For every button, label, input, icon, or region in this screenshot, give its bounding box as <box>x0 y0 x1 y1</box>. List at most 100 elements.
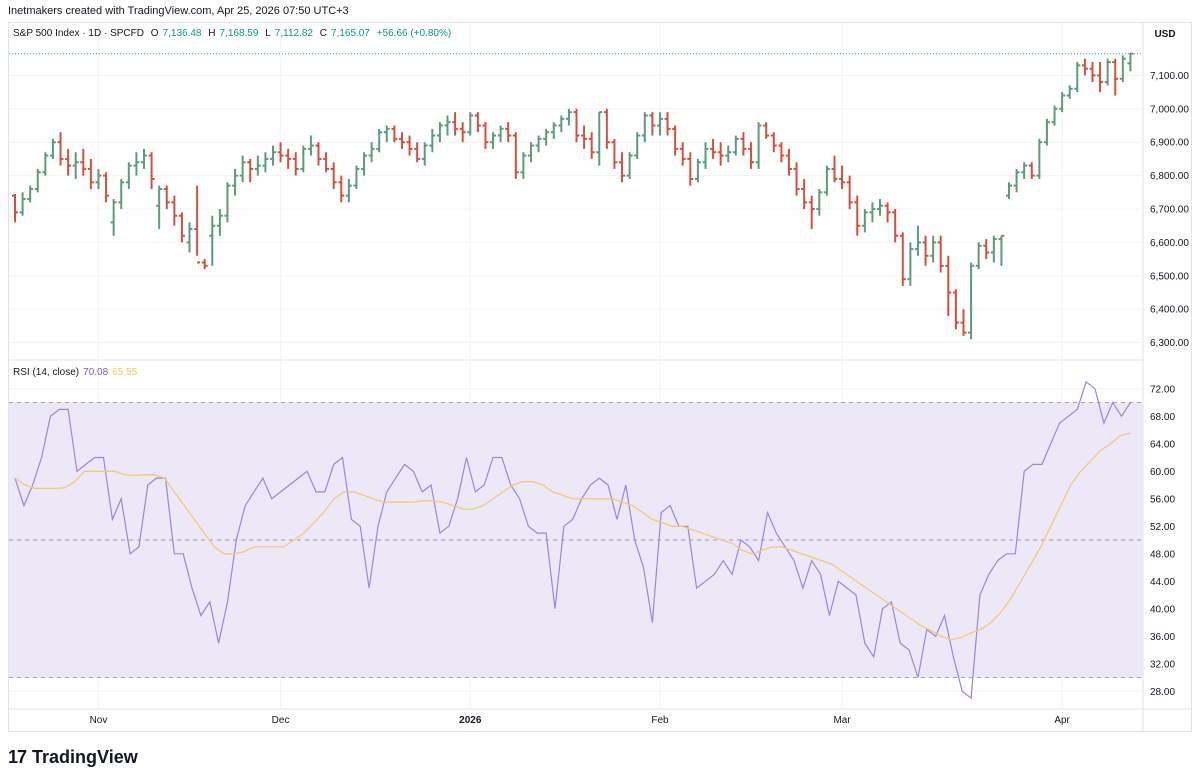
ohlc-bar <box>429 128 436 153</box>
time-tick-label: 2026 <box>459 715 482 726</box>
ohlc-bar <box>1036 138 1043 179</box>
ohlc-bar <box>649 112 656 136</box>
ohlc-bar <box>520 152 527 179</box>
ohlc-bar <box>573 108 580 143</box>
ohlc-bar <box>945 255 952 316</box>
close-label: C <box>319 28 327 39</box>
ohlc-bar <box>877 199 884 216</box>
ohlc-bar <box>1028 162 1035 179</box>
rsi-tick-label: 36.00 <box>1150 632 1175 643</box>
ohlc-bar <box>846 175 853 210</box>
time-tick-label: Nov <box>90 715 108 726</box>
ohlc-bar <box>816 188 823 216</box>
rsi-ma-line <box>14 432 1131 641</box>
ohlc-bar <box>87 158 94 189</box>
ohlc-bar <box>1043 118 1050 146</box>
rsi-title[interactable]: RSI (14, close) <box>13 367 80 378</box>
ohlc-bar <box>748 142 755 169</box>
rsi-tick-label: 72.00 <box>1150 384 1175 395</box>
ohlc-bar <box>998 234 1005 266</box>
ohlc-bar <box>907 242 914 286</box>
ohlc-bar <box>619 152 626 183</box>
ohlc-bar <box>808 195 815 230</box>
ohlc-bar <box>247 158 254 183</box>
ohlc-bar <box>194 185 201 264</box>
price-tick-label: 6,900.00 <box>1150 138 1189 149</box>
time-tick-label: Mar <box>833 715 851 726</box>
ohlc-bar <box>497 125 504 143</box>
rsi-tick-label: 68.00 <box>1150 412 1175 423</box>
ohlc-bar <box>368 142 375 163</box>
rsi-ma-value: 65.55 <box>112 367 138 378</box>
ohlc-bar <box>596 111 603 166</box>
ohlc-bar <box>1059 92 1066 113</box>
ohlc-bar <box>345 178 352 203</box>
ohlc-bar <box>330 162 337 189</box>
ohlc-bar <box>975 242 982 270</box>
price-tick-label: 6,300.00 <box>1150 338 1189 349</box>
ohlc-bar <box>262 152 269 173</box>
ohlc-bar <box>224 182 231 223</box>
ohlc-bar <box>300 145 307 173</box>
ohlc-bar <box>1089 62 1096 83</box>
tradingview-logo-icon: 17 <box>8 746 27 767</box>
ohlc-bar <box>140 148 147 169</box>
ohlc-bar <box>565 108 572 126</box>
ohlc-bar <box>1081 58 1088 76</box>
ohlc-bar <box>960 309 967 336</box>
ohlc-bar <box>254 155 261 176</box>
tradingview-logo[interactable]: 17 TradingView <box>8 745 138 769</box>
ohlc-bar <box>57 132 64 166</box>
attribution-header: Inetmakers created with TradingView.com,… <box>8 5 349 17</box>
ohlc-bar <box>1112 58 1119 96</box>
ohlc-bar <box>694 158 701 183</box>
ohlc-bar <box>1119 55 1126 83</box>
symbol-title[interactable]: S&P 500 Index · 1D · SPCFD <box>13 28 144 39</box>
ohlc-bar <box>1051 105 1058 126</box>
ohlc-bar <box>482 122 489 149</box>
ohlc-bar <box>34 168 41 193</box>
ohlc-bar <box>186 222 193 253</box>
chart-frame[interactable] <box>8 22 1192 732</box>
ohlc-bar <box>672 125 679 156</box>
ohlc-bar <box>398 132 405 149</box>
ohlc-bar <box>19 192 26 216</box>
high-label: H <box>208 28 216 39</box>
ohlc-bar <box>474 112 481 133</box>
ohlc-bar <box>664 112 671 136</box>
ohlc-bar <box>292 152 299 176</box>
ohlc-bar <box>269 145 276 166</box>
ohlc-bar <box>383 125 390 143</box>
close-value: 7,165.07 <box>330 28 370 39</box>
ohlc-bar <box>641 112 648 143</box>
rsi-value: 70.08 <box>83 367 109 378</box>
tradingview-wordmark: TradingView <box>32 746 138 767</box>
ohlc-bar <box>163 185 170 210</box>
ohlc-bar <box>95 168 102 189</box>
ohlc-bar <box>1021 162 1028 179</box>
ohlc-bar <box>277 142 284 163</box>
ohlc-bar <box>118 178 125 210</box>
ohlc-bar <box>209 215 216 266</box>
price-and-rsi-chart[interactable]: 6,300.00 6,400.00 6,500.00 6,600.00 6,700.00… <box>0 0 1200 740</box>
ohlc-bar <box>968 262 975 340</box>
ohlc-bar <box>80 148 87 176</box>
low-value: 7,112.82 <box>274 28 313 39</box>
ohlc-bar <box>103 172 110 203</box>
ohlc-bar <box>42 152 49 176</box>
ohlc-bar <box>801 178 808 210</box>
ohlc-bar <box>459 122 466 143</box>
ohlc-bar <box>679 142 686 166</box>
ohlc-bar <box>171 195 178 226</box>
ohlc-bar <box>588 132 595 159</box>
ohlc-bar <box>922 235 929 266</box>
ohlc-bar <box>755 122 762 169</box>
open-label: O <box>150 28 159 39</box>
price-tick-label: 7,000.00 <box>1150 104 1189 115</box>
ohlc-bar <box>1127 52 1134 72</box>
ohlc-bar <box>611 138 618 169</box>
currency-button[interactable]: USD <box>1154 29 1176 40</box>
change-value: +56.66 (+0.80%) <box>376 28 452 39</box>
ohlc-bar <box>1097 62 1104 93</box>
ohlc-bar <box>323 152 330 173</box>
